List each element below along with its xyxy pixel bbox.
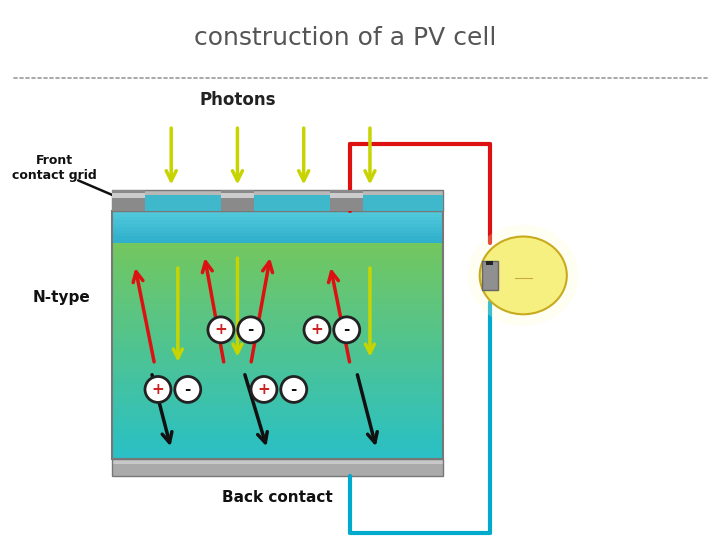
Bar: [112, 347, 443, 354]
Bar: [112, 298, 443, 303]
Bar: [112, 224, 443, 227]
Bar: [330, 190, 364, 211]
Bar: [112, 441, 443, 447]
Bar: [112, 217, 443, 220]
Bar: [112, 240, 443, 243]
Bar: [112, 254, 443, 260]
Bar: [112, 227, 443, 230]
Bar: [112, 459, 443, 464]
Text: N-type: N-type: [32, 290, 90, 305]
Bar: [112, 190, 443, 211]
Bar: [112, 335, 443, 341]
Bar: [112, 214, 443, 217]
Ellipse shape: [480, 237, 567, 314]
Circle shape: [238, 317, 264, 343]
Circle shape: [175, 376, 201, 402]
Text: +: +: [215, 322, 228, 338]
Bar: [112, 447, 443, 453]
Ellipse shape: [468, 225, 579, 326]
Bar: [112, 223, 443, 229]
Bar: [112, 273, 443, 279]
Bar: [112, 428, 443, 434]
Text: -: -: [248, 322, 254, 338]
Bar: [112, 260, 443, 267]
Text: construction of a PV cell: construction of a PV cell: [194, 26, 497, 50]
Bar: [112, 190, 443, 211]
Bar: [112, 205, 443, 211]
Bar: [112, 285, 443, 292]
Bar: [112, 230, 443, 233]
Bar: [112, 195, 443, 211]
Bar: [112, 292, 443, 298]
Bar: [112, 459, 443, 476]
Bar: [112, 242, 443, 248]
Circle shape: [281, 376, 307, 402]
Circle shape: [334, 317, 360, 343]
Bar: [482, 260, 498, 290]
Bar: [112, 328, 443, 335]
Bar: [112, 193, 145, 198]
Bar: [221, 190, 254, 211]
Bar: [221, 190, 254, 211]
Bar: [112, 235, 443, 242]
Bar: [330, 190, 364, 211]
Text: +: +: [258, 382, 270, 397]
Circle shape: [304, 317, 330, 343]
Bar: [221, 193, 254, 198]
Bar: [112, 303, 443, 310]
Bar: [112, 366, 443, 372]
Bar: [112, 322, 443, 328]
Bar: [112, 316, 443, 322]
Text: -: -: [184, 382, 191, 397]
Bar: [112, 378, 443, 384]
Bar: [330, 193, 364, 198]
Bar: [112, 248, 443, 254]
Bar: [112, 459, 443, 476]
Bar: [112, 341, 443, 347]
Bar: [112, 279, 443, 285]
Bar: [112, 310, 443, 316]
Bar: [112, 217, 443, 223]
Text: +: +: [310, 322, 323, 338]
Bar: [112, 190, 145, 211]
Circle shape: [145, 376, 171, 402]
Bar: [112, 422, 443, 428]
Bar: [112, 453, 443, 459]
Circle shape: [251, 376, 277, 402]
Bar: [112, 409, 443, 416]
Text: Front
contact grid: Front contact grid: [12, 154, 96, 183]
Bar: [112, 230, 443, 235]
Bar: [112, 360, 443, 366]
Bar: [112, 416, 443, 422]
Bar: [112, 434, 443, 441]
Bar: [112, 354, 443, 360]
Bar: [112, 233, 443, 237]
Bar: [112, 220, 443, 224]
Bar: [112, 391, 443, 397]
Text: Back contact: Back contact: [222, 490, 333, 505]
Text: +: +: [152, 382, 164, 397]
Bar: [112, 211, 443, 214]
Bar: [112, 190, 145, 211]
Bar: [112, 267, 443, 273]
Bar: [112, 211, 443, 459]
Bar: [112, 211, 443, 217]
Bar: [112, 384, 443, 391]
Bar: [487, 261, 492, 265]
Bar: [112, 397, 443, 403]
Circle shape: [208, 317, 234, 343]
Bar: [112, 237, 443, 240]
Text: Photons: Photons: [199, 91, 276, 109]
Text: -: -: [343, 322, 350, 338]
Bar: [112, 403, 443, 409]
Text: -: -: [291, 382, 297, 397]
Bar: [112, 372, 443, 379]
